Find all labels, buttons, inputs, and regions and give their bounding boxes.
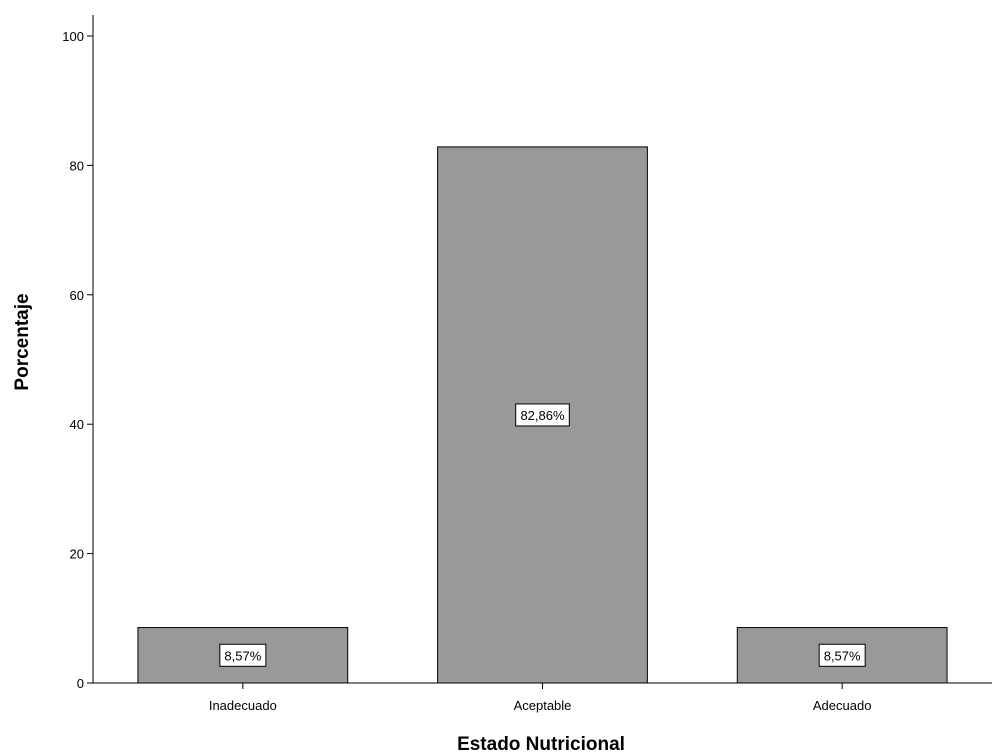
y-axis-title: Porcentaje bbox=[12, 293, 33, 390]
data-label-box bbox=[818, 643, 866, 667]
y-tick-label: 80 bbox=[70, 158, 84, 173]
x-axis-title: Estado Nutricional bbox=[457, 734, 625, 755]
y-tick-label: 40 bbox=[70, 417, 84, 432]
x-tick-label: Inadecuado bbox=[209, 698, 277, 713]
data-label: 82,86% bbox=[520, 408, 565, 423]
data-label-box bbox=[219, 643, 267, 667]
y-tick-label: 20 bbox=[70, 547, 84, 562]
x-tick-label: Aceptable bbox=[514, 698, 572, 713]
data-labels-layer: 8,57% 82,86% 8,57% bbox=[219, 403, 866, 667]
data-label: 8,57% bbox=[824, 648, 861, 663]
x-axis: Inadecuado Aceptable Adecuado bbox=[93, 682, 992, 713]
data-label-box bbox=[515, 403, 570, 427]
y-tick-label: 60 bbox=[70, 288, 84, 303]
y-tick-label: 0 bbox=[77, 676, 84, 691]
data-label: 8,57% bbox=[224, 648, 261, 663]
y-tick-label: 100 bbox=[62, 29, 84, 44]
y-axis: 0 20 40 60 80 100 bbox=[62, 15, 94, 691]
x-tick-label: Adecuado bbox=[813, 698, 872, 713]
